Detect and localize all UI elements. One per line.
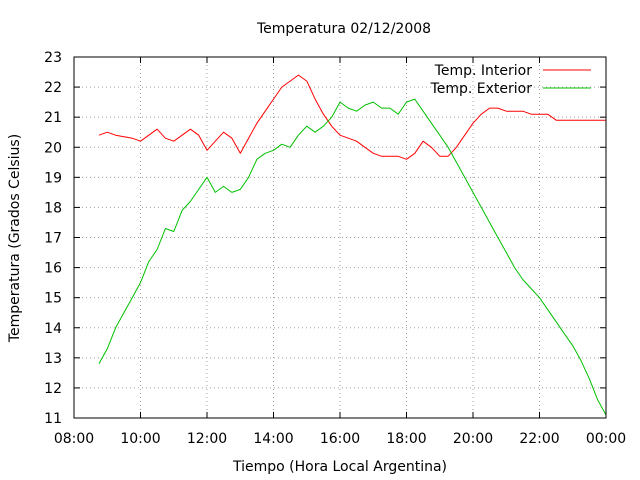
- series-1-line: [98, 74, 606, 160]
- x-axis: 08:00 10:00 12:00 14:00 16:00 18:00 20:00 22:00…: [54, 57, 626, 447]
- y-axis-label: Temperatura (Grados Celsius): [7, 134, 23, 343]
- y-tick-label: 22: [44, 80, 62, 96]
- y-tick-label: 19: [44, 170, 62, 186]
- legend: Temp. Interior Temp. Exterior: [430, 63, 591, 97]
- x-tick-label: 16:00: [320, 431, 360, 447]
- x-tick-label: 12:00: [187, 431, 227, 447]
- series-2-line: [98, 98, 607, 416]
- x-tick-label: 00:00: [586, 431, 626, 447]
- y-tick-label: 11: [44, 411, 62, 427]
- x-axis-label: Tiempo (Hora Local Argentina): [232, 459, 447, 475]
- grid: [74, 57, 606, 418]
- x-tick-label: 20:00: [453, 431, 493, 447]
- legend-label: Temp. Exterior: [430, 81, 533, 97]
- y-tick-label: 18: [44, 200, 62, 216]
- y-tick-label: 23: [44, 50, 62, 66]
- y-tick-label: 20: [44, 140, 62, 156]
- y-tick-label: 17: [44, 231, 62, 247]
- x-tick-label: 10:00: [120, 431, 160, 447]
- y-axis: 11 12 13 14 15 16 17 18 19 20 21 22 23: [44, 50, 606, 427]
- legend-label: Temp. Interior: [434, 63, 533, 79]
- y-tick-label: 16: [44, 261, 62, 277]
- x-tick-label: 22:00: [519, 431, 559, 447]
- y-tick-label: 14: [44, 321, 62, 337]
- y-tick-label: 12: [44, 381, 62, 397]
- x-tick-label: 08:00: [54, 431, 94, 447]
- chart-title: Temperatura 02/12/2008: [256, 21, 431, 37]
- x-tick-label: 18:00: [386, 431, 426, 447]
- y-tick-label: 21: [44, 110, 62, 126]
- series-layer: [98, 74, 607, 416]
- x-tick-label: 14:00: [253, 431, 293, 447]
- y-tick-label: 13: [44, 351, 62, 367]
- y-tick-label: 15: [44, 291, 62, 307]
